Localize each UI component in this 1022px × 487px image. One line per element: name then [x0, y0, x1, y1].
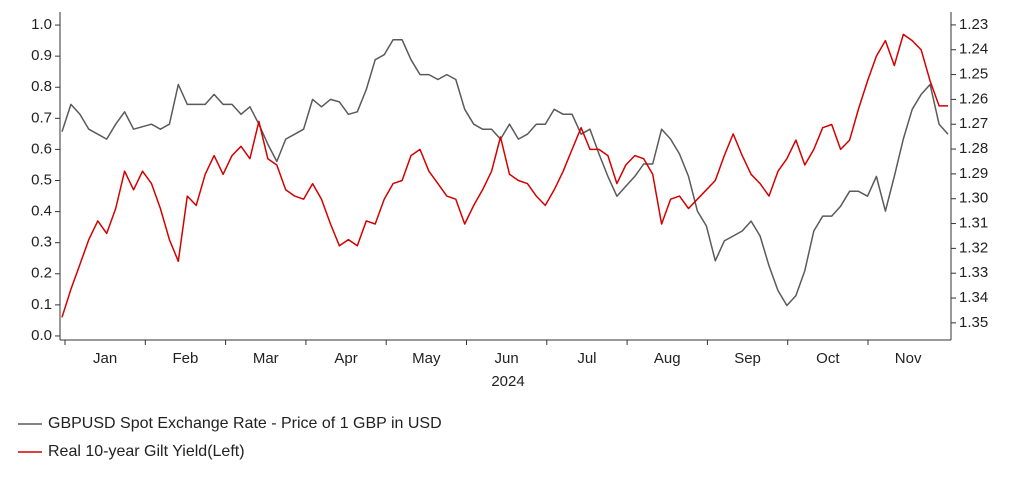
- x-tick-label: Jul: [577, 350, 596, 367]
- y-tick-label: 0.4: [31, 203, 52, 220]
- y-tick-label: 0.7: [31, 109, 52, 126]
- x-tick-label: Mar: [253, 350, 279, 367]
- legend-label: Real 10-year Gilt Yield(Left): [48, 443, 245, 460]
- y2-tick-label: 1.35: [959, 314, 988, 331]
- y-tick-label: 0.2: [31, 265, 52, 282]
- x-tick-label: Aug: [654, 350, 681, 367]
- y2-tick-label: 1.28: [959, 140, 988, 157]
- y-tick-label: 1.0: [31, 16, 52, 33]
- y2-tick-label: 1.23: [959, 16, 988, 33]
- y-tick-label: 0.6: [31, 140, 52, 157]
- y-tick-label: 0.5: [31, 171, 52, 188]
- y2-tick-label: 1.30: [959, 190, 988, 207]
- series-line: [61, 33, 948, 318]
- y-tick-label: 0.1: [31, 296, 52, 313]
- y-tick-label: 0.3: [31, 234, 52, 251]
- x-tick-label: Jan: [93, 350, 117, 367]
- x-tick-label: Apr: [334, 350, 357, 367]
- y2-tick-label: 1.34: [959, 289, 988, 306]
- series-line: [61, 39, 949, 307]
- x-axis-label: 2024: [491, 373, 524, 390]
- x-tick-label: Sep: [734, 350, 761, 367]
- y-tick-label: 0.8: [31, 78, 52, 95]
- y-tick-label: 0.9: [31, 47, 52, 64]
- y2-tick-label: 1.29: [959, 165, 988, 182]
- y2-tick-label: 1.27: [959, 115, 988, 132]
- legend-label: GBPUSD Spot Exchange Rate - Price of 1 G…: [48, 415, 442, 432]
- y2-tick-label: 1.33: [959, 264, 988, 281]
- y2-tick-label: 1.26: [959, 90, 988, 107]
- y-tick-label: 0.0: [31, 327, 52, 344]
- y2-tick-label: 1.32: [959, 239, 988, 256]
- x-tick-label: May: [412, 350, 441, 367]
- y2-tick-label: 1.24: [959, 41, 988, 58]
- x-tick-label: Feb: [173, 350, 199, 367]
- y2-tick-label: 1.31: [959, 215, 988, 232]
- y2-tick-label: 1.25: [959, 66, 988, 83]
- x-tick-label: Jun: [495, 350, 519, 367]
- x-tick-label: Nov: [895, 350, 922, 367]
- x-tick-label: Oct: [816, 350, 840, 367]
